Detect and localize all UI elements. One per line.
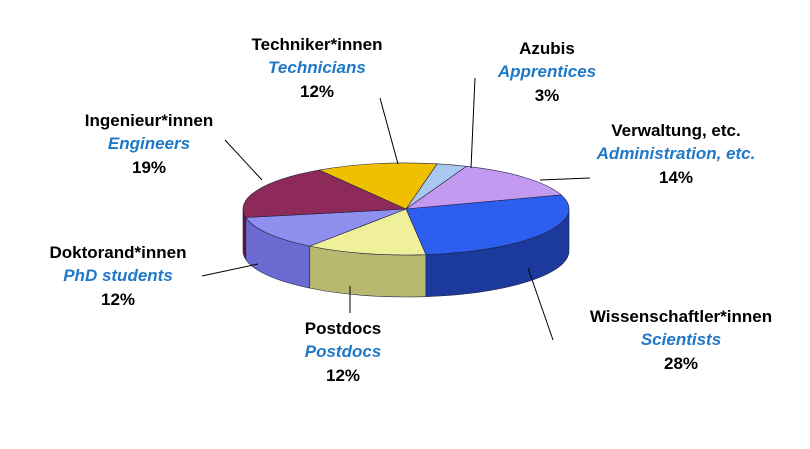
slice-value-4: 12% — [101, 290, 135, 309]
slice-label-en-5: Engineers — [108, 134, 190, 153]
pie-slice-2 — [405, 194, 570, 255]
slice-label-en-0: Apprentices — [497, 62, 596, 81]
slice-label-en-6: Technicians — [268, 58, 366, 77]
leader-line-2 — [527, 267, 554, 341]
slice-value-3: 12% — [326, 366, 360, 385]
slice-value-2: 28% — [664, 354, 698, 373]
slice-label-2: Wissenschaftler*innen — [590, 307, 772, 326]
slice-label-6: Techniker*innen — [252, 35, 383, 54]
slice-value-0: 3% — [535, 86, 560, 105]
pie-tops — [242, 162, 570, 256]
leader-line-6 — [379, 97, 399, 165]
pie-sides — [242, 208, 570, 298]
leader-line-0 — [470, 77, 476, 169]
leader-line-4 — [201, 263, 259, 277]
slice-label-4: Doktorand*innen — [50, 243, 187, 262]
slice-label-en-4: PhD students — [63, 266, 173, 285]
slice-label-5: Ingenieur*innen — [85, 111, 213, 130]
pie-slice-5 — [242, 169, 407, 218]
slice-value-6: 12% — [300, 82, 334, 101]
pie-slice-3 — [308, 208, 427, 256]
leader-line-1 — [539, 177, 591, 181]
slice-label-en-2: Scientists — [641, 330, 721, 349]
slice-value-1: 14% — [659, 168, 693, 187]
pie-slice-4 — [245, 208, 407, 247]
leader-lines — [201, 77, 591, 341]
pie-slice-6 — [318, 162, 438, 210]
slice-label-en-1: Administration, etc. — [596, 144, 756, 163]
leader-line-5 — [224, 139, 263, 181]
slice-label-1: Verwaltung, etc. — [611, 121, 740, 140]
slice-label-3: Postdocs — [305, 319, 382, 338]
slice-labels: Azubis Apprentices 3% Verwaltung, etc. Admin… — [50, 35, 773, 385]
slice-label-en-3: Postdocs — [305, 342, 382, 361]
slice-value-5: 19% — [132, 158, 166, 177]
slice-label-0: Azubis — [519, 39, 575, 58]
